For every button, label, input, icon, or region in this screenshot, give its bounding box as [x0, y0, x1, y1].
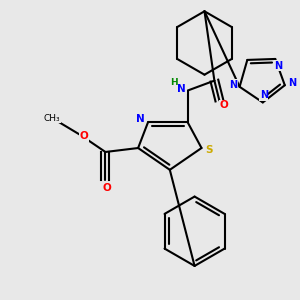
Text: N: N [230, 80, 238, 90]
Text: H: H [170, 78, 178, 87]
Text: O: O [220, 100, 229, 110]
Text: N: N [288, 78, 296, 88]
Text: O: O [102, 183, 111, 193]
Text: N: N [260, 91, 268, 100]
Text: O: O [79, 131, 88, 141]
Text: N: N [274, 61, 282, 71]
Text: N: N [136, 114, 145, 124]
Text: S: S [206, 145, 213, 155]
Text: N: N [177, 84, 186, 94]
Text: CH₃: CH₃ [44, 114, 60, 123]
